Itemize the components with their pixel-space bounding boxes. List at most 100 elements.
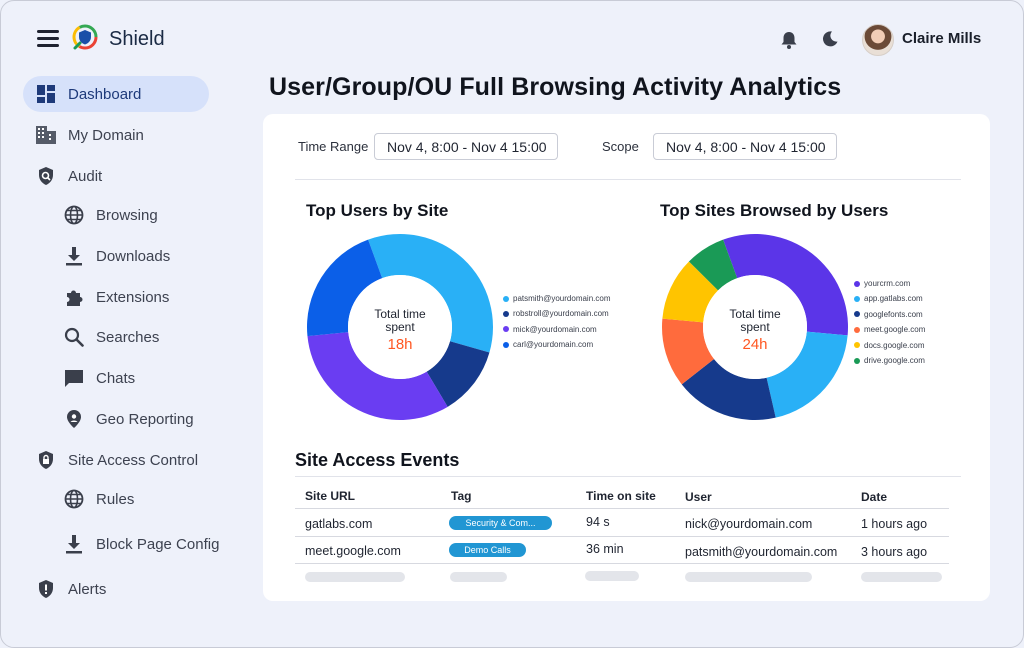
legend-item[interactable]: googlefonts.com [854, 310, 923, 319]
sidebar-item-label: My Domain [68, 126, 144, 144]
legend-item[interactable]: robstroll@yourdomain.com [503, 309, 609, 318]
legend-swatch [503, 295, 509, 302]
column-header-site-url[interactable]: Site URL [305, 489, 356, 503]
dashboard-icon [36, 84, 56, 104]
legend-label: meet.google.com [864, 325, 926, 335]
legend-item[interactable]: docs.google.com [854, 341, 924, 350]
globe-icon [64, 205, 84, 225]
donut-slice[interactable] [723, 234, 848, 336]
notification-bell-icon[interactable] [780, 30, 798, 50]
legend-label: robstroll@yourdomain.com [513, 309, 609, 319]
sidebar-item-label: Alerts [68, 580, 107, 598]
audit-shield-icon [36, 166, 56, 186]
cell-time-on-site: 94 s [586, 515, 610, 529]
sidebar-item-site-access-control[interactable]: Site Access Control [36, 442, 198, 478]
sidebar-item-label: Downloads [96, 247, 171, 265]
chat-icon [64, 368, 84, 388]
cell-site-url: gatlabs.com [305, 517, 373, 531]
divider [295, 179, 961, 180]
sidebar-item-searches[interactable]: Searches [64, 319, 159, 355]
sidebar-item-block-page-config[interactable]: Block Page Config [64, 526, 219, 562]
time-range-select[interactable]: Nov 4, 8:00 - Nov 4 15:00 [374, 133, 558, 160]
download-icon [64, 534, 84, 554]
search-icon [64, 327, 84, 347]
download-icon [64, 246, 84, 266]
legend-swatch [854, 357, 860, 364]
scope-select[interactable]: Nov 4, 8:00 - Nov 4 15:00 [653, 133, 837, 160]
sidebar-item-label: Rules [96, 490, 135, 508]
menu-icon[interactable] [37, 30, 59, 48]
cell-date: 1 hours ago [861, 517, 928, 531]
column-header-time-on-site[interactable]: Time on site [586, 489, 656, 503]
tag-badge[interactable]: Demo Calls [449, 543, 526, 557]
legend-item[interactable]: yourcrm.com [854, 279, 910, 288]
legend-item[interactable]: drive.google.com [854, 356, 925, 365]
sidebar-item-label: Audit [68, 167, 103, 185]
donut-hole [348, 275, 452, 379]
legend-label: carl@yourdomain.com [513, 340, 594, 350]
donut-slice[interactable] [368, 234, 493, 353]
divider [295, 563, 949, 564]
donut-slice[interactable] [307, 332, 448, 420]
alert-shield-icon [36, 579, 56, 599]
donut-center-label: Total time [374, 307, 426, 321]
sidebar-item-browsing[interactable]: Browsing [64, 197, 158, 233]
donut-center-value: 18h [387, 336, 412, 353]
shield-logo-icon [72, 24, 98, 50]
legend-item[interactable]: meet.google.com [854, 325, 925, 334]
sidebar-item-audit[interactable]: Audit [36, 158, 102, 194]
legend-swatch [854, 311, 860, 318]
lock-shield-icon [36, 450, 56, 470]
legend-item[interactable]: carl@yourdomain.com [503, 340, 593, 349]
dark-mode-moon-icon[interactable] [821, 30, 839, 48]
divider [295, 536, 949, 537]
cell-site-url: meet.google.com [305, 544, 401, 558]
donut-slice[interactable] [681, 359, 776, 420]
sidebar-item-label: Dashboard [68, 85, 142, 103]
sidebar-item-rules[interactable]: Rules [64, 481, 134, 517]
column-header-date[interactable]: Date [861, 490, 888, 504]
user-name[interactable]: Claire Mills [902, 30, 982, 47]
page-title: User/Group/OU Full Browsing Activity Ana… [269, 73, 842, 101]
donut-slice[interactable] [307, 239, 383, 337]
donut-center-value: 24h [742, 336, 767, 353]
donut-slice[interactable] [426, 341, 490, 407]
sidebar-item-downloads[interactable]: Downloads [64, 238, 170, 274]
divider [295, 508, 949, 509]
sidebar-item-chats[interactable]: Chats [64, 360, 135, 396]
legend-swatch [854, 295, 860, 302]
donut-center-label: spent [385, 320, 415, 334]
sidebar-item-my-domain[interactable]: My Domain [36, 117, 144, 153]
legend-swatch [854, 326, 860, 333]
tag-badge[interactable]: Security & Com... [449, 516, 552, 530]
location-pin-icon [64, 409, 84, 429]
legend-item[interactable]: app.gatlabs.com [854, 294, 923, 303]
sidebar-item-extensions[interactable]: Extensions [64, 279, 169, 315]
sidebar-item-geo-reporting[interactable]: Geo Reporting [64, 401, 194, 437]
legend-label: googlefonts.com [864, 309, 923, 319]
cell-user: patsmith@yourdomain.com [685, 545, 838, 559]
legend-label: drive.google.com [864, 356, 925, 365]
legend-item[interactable]: patsmith@yourdomain.com [503, 294, 611, 303]
legend-swatch [503, 326, 509, 333]
column-header-tag[interactable]: Tag [451, 489, 472, 503]
sidebar-item-label: Geo Reporting [96, 410, 194, 428]
sidebar-item-label: Site Access Control [68, 451, 199, 469]
donut-center-label: Total time [729, 307, 781, 321]
donut-slice[interactable] [766, 331, 848, 418]
legend-item[interactable]: mick@yourdomain.com [503, 325, 597, 334]
legend-label: mick@yourdomain.com [513, 324, 597, 334]
sidebar-item-dashboard[interactable]: Dashboard [23, 76, 209, 112]
avatar[interactable] [862, 24, 894, 56]
donut-slice[interactable] [688, 239, 738, 291]
sidebar-item-alerts[interactable]: Alerts [36, 571, 106, 607]
column-header-user[interactable]: User [685, 490, 712, 504]
sidebar-item-label: Block Page Config [96, 535, 220, 553]
section-title: Site Access Events [295, 450, 460, 470]
puzzle-icon [64, 287, 84, 307]
donut-slice[interactable] [662, 318, 715, 385]
loading-placeholder [685, 572, 812, 582]
donut-slice[interactable] [662, 261, 719, 323]
